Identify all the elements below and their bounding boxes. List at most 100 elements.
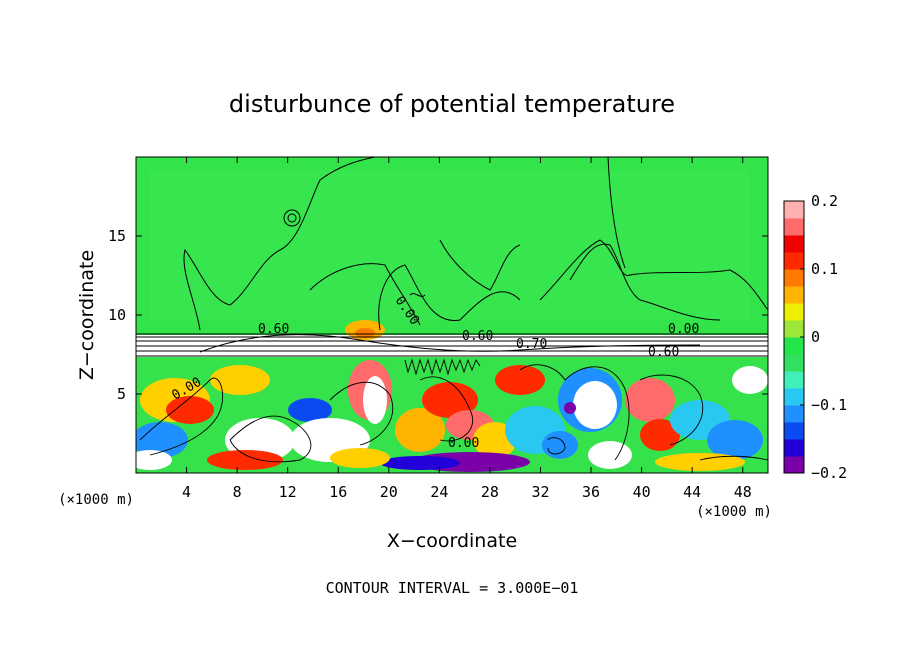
colorbar-swatch [784, 201, 804, 219]
contour-line [519, 364, 630, 461]
x-tick-label: 4 [182, 483, 191, 501]
patch [380, 456, 460, 470]
x-tick-label: 44 [683, 483, 701, 501]
colorbar-swatch [784, 405, 804, 423]
patch [136, 450, 172, 470]
colorbar-tick-label: 0.2 [811, 192, 838, 210]
patch [288, 398, 332, 422]
colorbar-swatch [784, 269, 804, 287]
patch [564, 402, 576, 414]
colorbar-swatch [784, 456, 804, 474]
patch [625, 378, 675, 422]
contour-line [139, 377, 224, 456]
patch [640, 419, 680, 451]
contour-line [539, 239, 768, 311]
patch [207, 450, 283, 470]
patch [542, 431, 578, 459]
colorbar-tick-label: −0.1 [811, 396, 847, 414]
contour-line [183, 157, 376, 331]
x-tick-label: 28 [481, 483, 499, 501]
x-tick-label: 24 [430, 483, 448, 501]
colorbar-swatch [784, 303, 804, 321]
plot-area: 0.60 0.60 0.70 0.00 0.00 0.60 0.00 0.00 [136, 157, 768, 473]
colorbar-swatch [784, 235, 804, 253]
contour-line [439, 239, 521, 291]
contour-line [419, 376, 474, 442]
contour-line [607, 157, 626, 269]
x-tick-label: 36 [582, 483, 600, 501]
contour-line [229, 415, 312, 463]
upper-contours [183, 157, 768, 331]
x-tick-label: 8 [233, 483, 242, 501]
x-axis-label: X−coordinate [387, 530, 517, 552]
patch [573, 381, 617, 429]
patch [330, 448, 390, 468]
colorbar-swatch [784, 371, 804, 389]
contour-ring [287, 213, 297, 223]
colorbar-swatch [784, 337, 804, 355]
colorbar: 0.2 0.1 0 −0.1 −0.2 [783, 192, 847, 482]
patch [495, 365, 545, 395]
contour-line [199, 334, 701, 353]
contour-line [639, 374, 704, 446]
colorbar-tick-label: 0 [811, 328, 820, 346]
y-axis: 5 10 15 [108, 227, 768, 403]
x-tick-label: 12 [279, 483, 297, 501]
colorbar-swatch [784, 388, 804, 406]
y-axis-label: Z−coordinate [76, 250, 98, 380]
contour-line [309, 263, 421, 326]
patch [655, 453, 745, 471]
x-unit-label: (×1000 m) [58, 492, 134, 508]
warm-spot-core [355, 328, 375, 338]
y-tick-label: 15 [108, 227, 126, 245]
colorbar-swatch [784, 286, 804, 304]
contour-label: 0.00 [668, 322, 699, 337]
contour-line [378, 264, 521, 331]
contour-line [409, 293, 426, 297]
upper-field-shade [150, 170, 750, 320]
colorbar-swatch [784, 218, 804, 236]
patch [732, 366, 768, 394]
patch [210, 365, 270, 395]
contour-line [404, 358, 481, 376]
chart-title: disturbunce of potential temperature [229, 90, 675, 118]
inversion-contours [136, 333, 768, 357]
contour-ring [283, 209, 301, 227]
colorbar-swatch [784, 439, 804, 457]
lower-contours [139, 358, 768, 463]
contour-line [699, 455, 768, 461]
contour-line [569, 243, 721, 321]
x-axis: 4 8 12 16 20 24 28 32 36 40 44 48 [182, 157, 752, 501]
colorbar-swatch [784, 422, 804, 440]
y-tick-label: 10 [108, 306, 126, 324]
contour-label: 0.60 [258, 322, 289, 337]
x-tick-label: 48 [734, 483, 752, 501]
colorbar-swatch [784, 320, 804, 338]
contour-interval-note: CONTOUR INTERVAL = 3.000E−01 [326, 579, 579, 597]
colorbar-tick-label: 0.1 [811, 260, 838, 278]
patch [707, 420, 763, 460]
patch [588, 441, 632, 469]
contour-label: 0.60 [648, 345, 679, 360]
y-tick-label: 5 [117, 385, 126, 403]
x-tick-label: 16 [329, 483, 347, 501]
contour-label: 0.70 [516, 337, 547, 352]
patch [422, 382, 478, 418]
patch [363, 376, 387, 424]
contour-label: 0.60 [462, 329, 493, 344]
contour-line [329, 381, 394, 446]
contour-line [547, 437, 566, 455]
x-unit-label-right: (×1000 m) [696, 504, 772, 520]
colorbar-tick-label: −0.2 [811, 464, 847, 482]
patch [395, 408, 445, 452]
colorbar-swatch [784, 354, 804, 372]
colorbar-swatch [784, 252, 804, 270]
patch [166, 396, 214, 424]
x-tick-label: 40 [633, 483, 651, 501]
contour-label: 0.00 [448, 436, 479, 451]
turbulence-patches [136, 360, 768, 472]
patch [136, 422, 188, 458]
x-tick-label: 20 [380, 483, 398, 501]
x-tick-label: 32 [531, 483, 549, 501]
